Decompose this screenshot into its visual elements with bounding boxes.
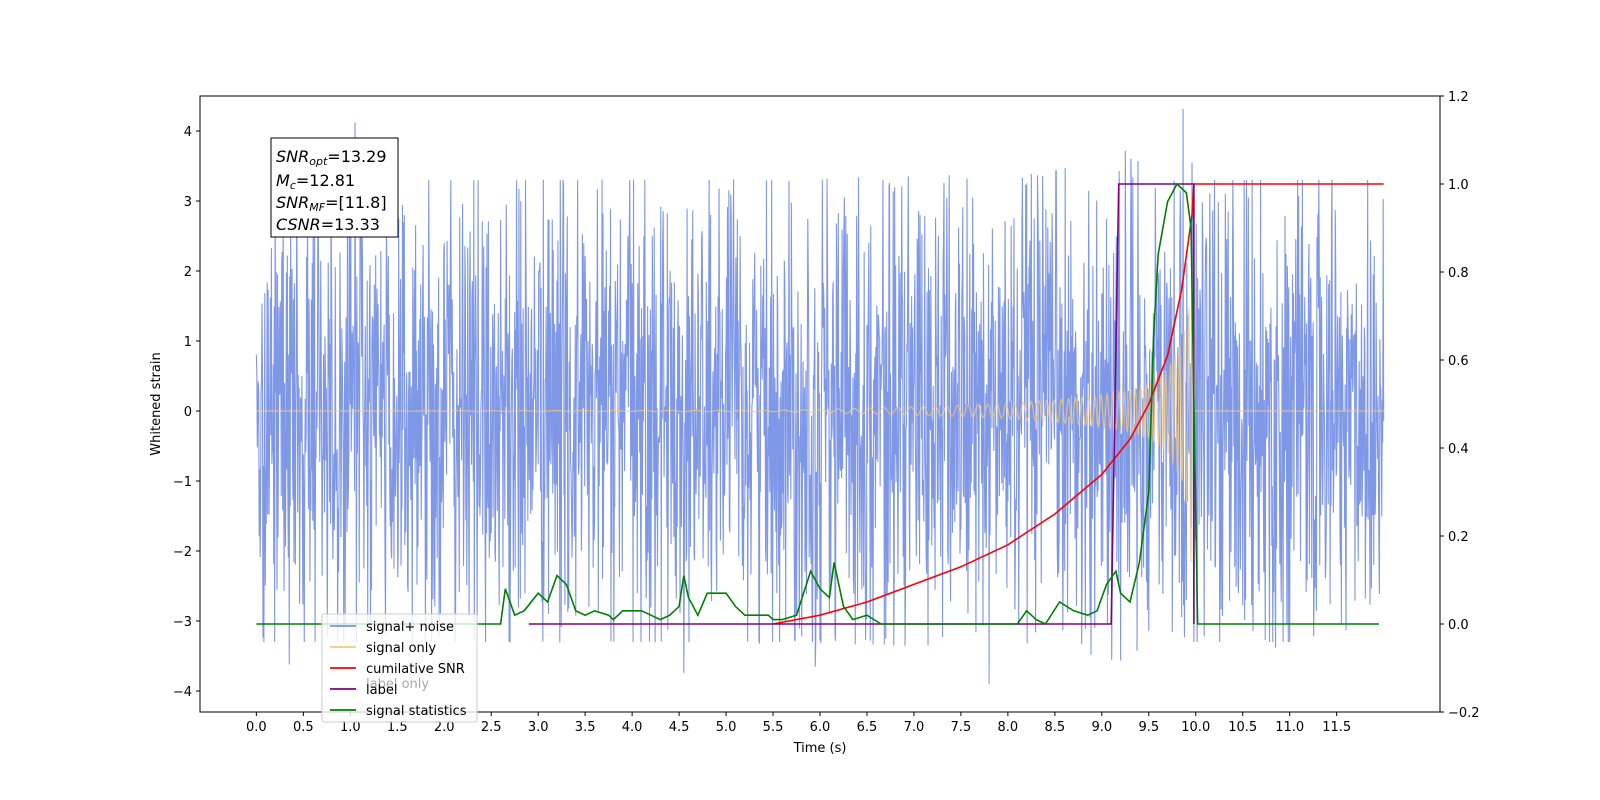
y2-tick-label: 0.2 — [1448, 530, 1469, 545]
x-tick-label: 0.0 — [246, 720, 267, 735]
y-tick-label: 0 — [184, 405, 192, 420]
x-tick-label: 5.5 — [763, 720, 784, 735]
info-csnr: CSNR=13.33 — [276, 215, 380, 234]
y-tick-label: −2 — [173, 545, 192, 560]
legend-frame — [321, 613, 478, 723]
x-tick-label: 2.5 — [481, 720, 502, 735]
info-box-frame — [270, 137, 399, 238]
series-signal-plus-noise — [255, 108, 1385, 684]
legend-entry-label: cumilative SNR — [366, 662, 465, 677]
x-tick-label: 11.0 — [1275, 720, 1304, 735]
x-tick-label: 6.0 — [810, 720, 831, 735]
y2-tick-label: −0.2 — [1448, 706, 1480, 721]
legend-ghost-text: label only — [366, 677, 429, 692]
x-tick-label: 9.0 — [1091, 720, 1112, 735]
info-snr-opt: SNRopt=13.29 — [276, 147, 387, 168]
legend-entry-label: signal only — [366, 641, 436, 656]
x-tick-label: 11.5 — [1322, 720, 1351, 735]
x-tick-label: 1.5 — [387, 720, 408, 735]
x-tick-label: 9.5 — [1138, 720, 1159, 735]
y2-tick-label: 1.2 — [1448, 90, 1469, 105]
y-tick-label: 4 — [184, 125, 192, 140]
y-tick-label: −1 — [173, 475, 192, 490]
info-box: SNRopt=13.29 Mc=12.81 SNRMF=[11.8] CSNR=… — [270, 137, 399, 238]
x-tick-label: 1.0 — [340, 720, 361, 735]
x-tick-label: 7.5 — [951, 720, 972, 735]
series-cumilative-snr — [772, 183, 1384, 625]
y-tick-label: 3 — [184, 195, 192, 210]
x-tick-label: 7.0 — [904, 720, 925, 735]
y-axis-label: Whitened strain — [149, 352, 164, 455]
x-tick-label: 0.5 — [293, 720, 314, 735]
series-signal-only — [256, 308, 1384, 562]
x-axis-label: Time (s) — [793, 741, 847, 756]
y-axis-left: −4 −3 −2 −1 0 1 2 3 4 — [173, 125, 200, 700]
x-tick-label: 6.5 — [857, 720, 878, 735]
y2-tick-label: 0.0 — [1448, 618, 1469, 633]
legend-entry-label: signal+ noise — [366, 620, 454, 635]
y-tick-label: 1 — [184, 335, 192, 350]
x-tick-label: 2.0 — [434, 720, 455, 735]
x-tick-label: 8.5 — [1045, 720, 1066, 735]
x-tick-label: 4.5 — [669, 720, 690, 735]
x-tick-label: 8.0 — [998, 720, 1019, 735]
x-tick-label: 10.0 — [1181, 720, 1210, 735]
y-tick-label: −3 — [173, 615, 192, 630]
info-chirp-mass: Mc=12.81 — [276, 171, 355, 192]
legend: label only signal+ noise signal only cumil… — [321, 613, 478, 723]
legend-entry-label: label — [366, 683, 397, 698]
y-tick-label: 2 — [184, 265, 192, 280]
y2-tick-label: 0.6 — [1448, 354, 1469, 369]
legend-entry-label: signal statistics — [366, 704, 467, 719]
y2-tick-label: 0.4 — [1448, 442, 1469, 457]
y2-tick-label: 1.0 — [1448, 178, 1469, 193]
y-tick-label: −4 — [173, 685, 192, 700]
plot-area — [255, 108, 1385, 684]
y-axis-right: −0.2 0.0 0.2 0.4 0.6 0.8 1.0 1.2 — [1440, 90, 1480, 721]
x-tick-label: 4.0 — [622, 720, 643, 735]
series-signal-statistics — [256, 182, 1379, 626]
x-tick-label: 3.5 — [575, 720, 596, 735]
x-tick-label: 10.5 — [1228, 720, 1257, 735]
info-snr-mf: SNRMF=[11.8] — [276, 193, 387, 214]
x-tick-label: 3.0 — [528, 720, 549, 735]
x-tick-label: 5.0 — [716, 720, 737, 735]
x-axis: 0.0 0.5 1.0 1.5 2.0 2.5 3.0 3.5 4.0 4.5 5.0 5.5 6.0 6… — [246, 712, 1351, 735]
y2-tick-label: 0.8 — [1448, 266, 1469, 281]
